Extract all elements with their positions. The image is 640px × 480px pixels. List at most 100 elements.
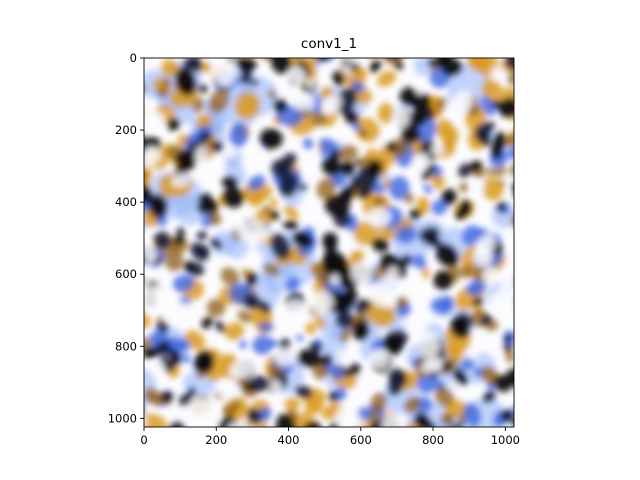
texture-blob (324, 195, 350, 217)
texture-blob (227, 422, 251, 427)
texture-blob (482, 266, 498, 284)
texture-blob (283, 219, 299, 231)
texture-blob (328, 390, 339, 403)
texture-blob (449, 317, 470, 339)
texture-blob (369, 59, 382, 73)
texture-blob (275, 413, 297, 427)
texture-blob (354, 117, 381, 143)
x-tick-label: 400 (278, 433, 300, 447)
texture-blob (503, 343, 513, 352)
texture-blob (371, 237, 390, 252)
texture-blob (496, 201, 507, 212)
texture-blob (247, 190, 264, 207)
feature-image (144, 58, 514, 427)
texture-blob (338, 145, 358, 161)
texture-blob (486, 167, 496, 177)
x-tick-label: 800 (422, 433, 444, 447)
texture-blob (416, 85, 425, 95)
texture-blob (309, 341, 323, 353)
texture-blob (490, 66, 506, 81)
texture-blob (302, 93, 311, 103)
texture-blob (262, 205, 272, 214)
texture-blob (322, 252, 341, 277)
texture-blob (221, 175, 239, 189)
texture-blob (441, 188, 457, 206)
texture-blob (208, 87, 230, 114)
texture-blob (395, 296, 408, 309)
texture-blob (381, 58, 407, 59)
texture-blob (480, 314, 493, 326)
texture-blob (144, 182, 154, 204)
texture-blob (394, 60, 404, 71)
texture-blob (509, 161, 514, 176)
texture-blob (350, 261, 374, 285)
texture-blob (305, 78, 315, 89)
texture-blob (482, 121, 496, 132)
texture-blob (332, 70, 345, 87)
texture-blob (186, 386, 197, 398)
texture-blob (492, 131, 507, 152)
texture-blob (284, 397, 301, 411)
texture-blob (157, 86, 168, 98)
texture-blob (335, 310, 354, 329)
texture-blob (442, 59, 463, 77)
texture-blob (234, 91, 261, 120)
texture-blob (392, 137, 408, 158)
texture-blob (421, 356, 444, 374)
texture-blob (263, 263, 281, 277)
texture-blob (169, 92, 183, 108)
texture-blob (221, 187, 245, 208)
texture-blob (344, 109, 359, 125)
texture-blob (497, 267, 514, 287)
texture-blob (176, 226, 185, 240)
texture-blob (367, 207, 391, 228)
texture-blob (343, 367, 354, 377)
y-tick-label: 600 (115, 267, 137, 281)
texture-blob (174, 67, 197, 96)
texture-blob (220, 267, 240, 286)
texture-blob (243, 293, 261, 310)
texture-blob (433, 270, 454, 290)
texture-blob (409, 109, 428, 127)
texture-blob (320, 149, 328, 158)
texture-blob (473, 179, 485, 195)
texture-blob (270, 197, 278, 209)
texture-blob (161, 391, 173, 402)
texture-blob (231, 400, 241, 410)
texture-blob (404, 396, 422, 414)
texture-blob (202, 409, 220, 426)
texture-blob (182, 58, 197, 69)
texture-blob (229, 358, 256, 379)
texture-blob (237, 310, 253, 323)
texture-blob (402, 316, 417, 328)
texture-blob (376, 136, 386, 147)
texture-blob (305, 322, 316, 335)
texture-blob (506, 71, 514, 85)
x-tick-label: 1000 (491, 433, 520, 447)
texture-blob (224, 322, 245, 341)
texture-blob (284, 205, 299, 219)
texture-blob (377, 102, 394, 124)
texture-blob (342, 64, 352, 76)
texture-blob (210, 111, 228, 133)
texture-blob (241, 154, 253, 167)
texture-blob (453, 368, 465, 383)
texture-blob (369, 183, 386, 194)
x-tick-label: 600 (350, 433, 372, 447)
texture-blob (246, 408, 262, 425)
texture-blob (168, 421, 185, 427)
texture-blob (258, 322, 274, 333)
texture-blob (224, 144, 236, 157)
texture-blob (285, 277, 301, 292)
texture-blob (206, 298, 226, 318)
texture-blob (424, 235, 441, 247)
texture-blob (366, 281, 396, 308)
texture-blob (506, 367, 514, 388)
texture-blob (431, 298, 453, 314)
texture-blob (393, 107, 410, 129)
texture-blob (229, 122, 248, 148)
texture-blob (198, 84, 208, 94)
texture-blob (403, 192, 414, 204)
texture-blob (354, 58, 365, 64)
texture-blob (196, 230, 208, 241)
